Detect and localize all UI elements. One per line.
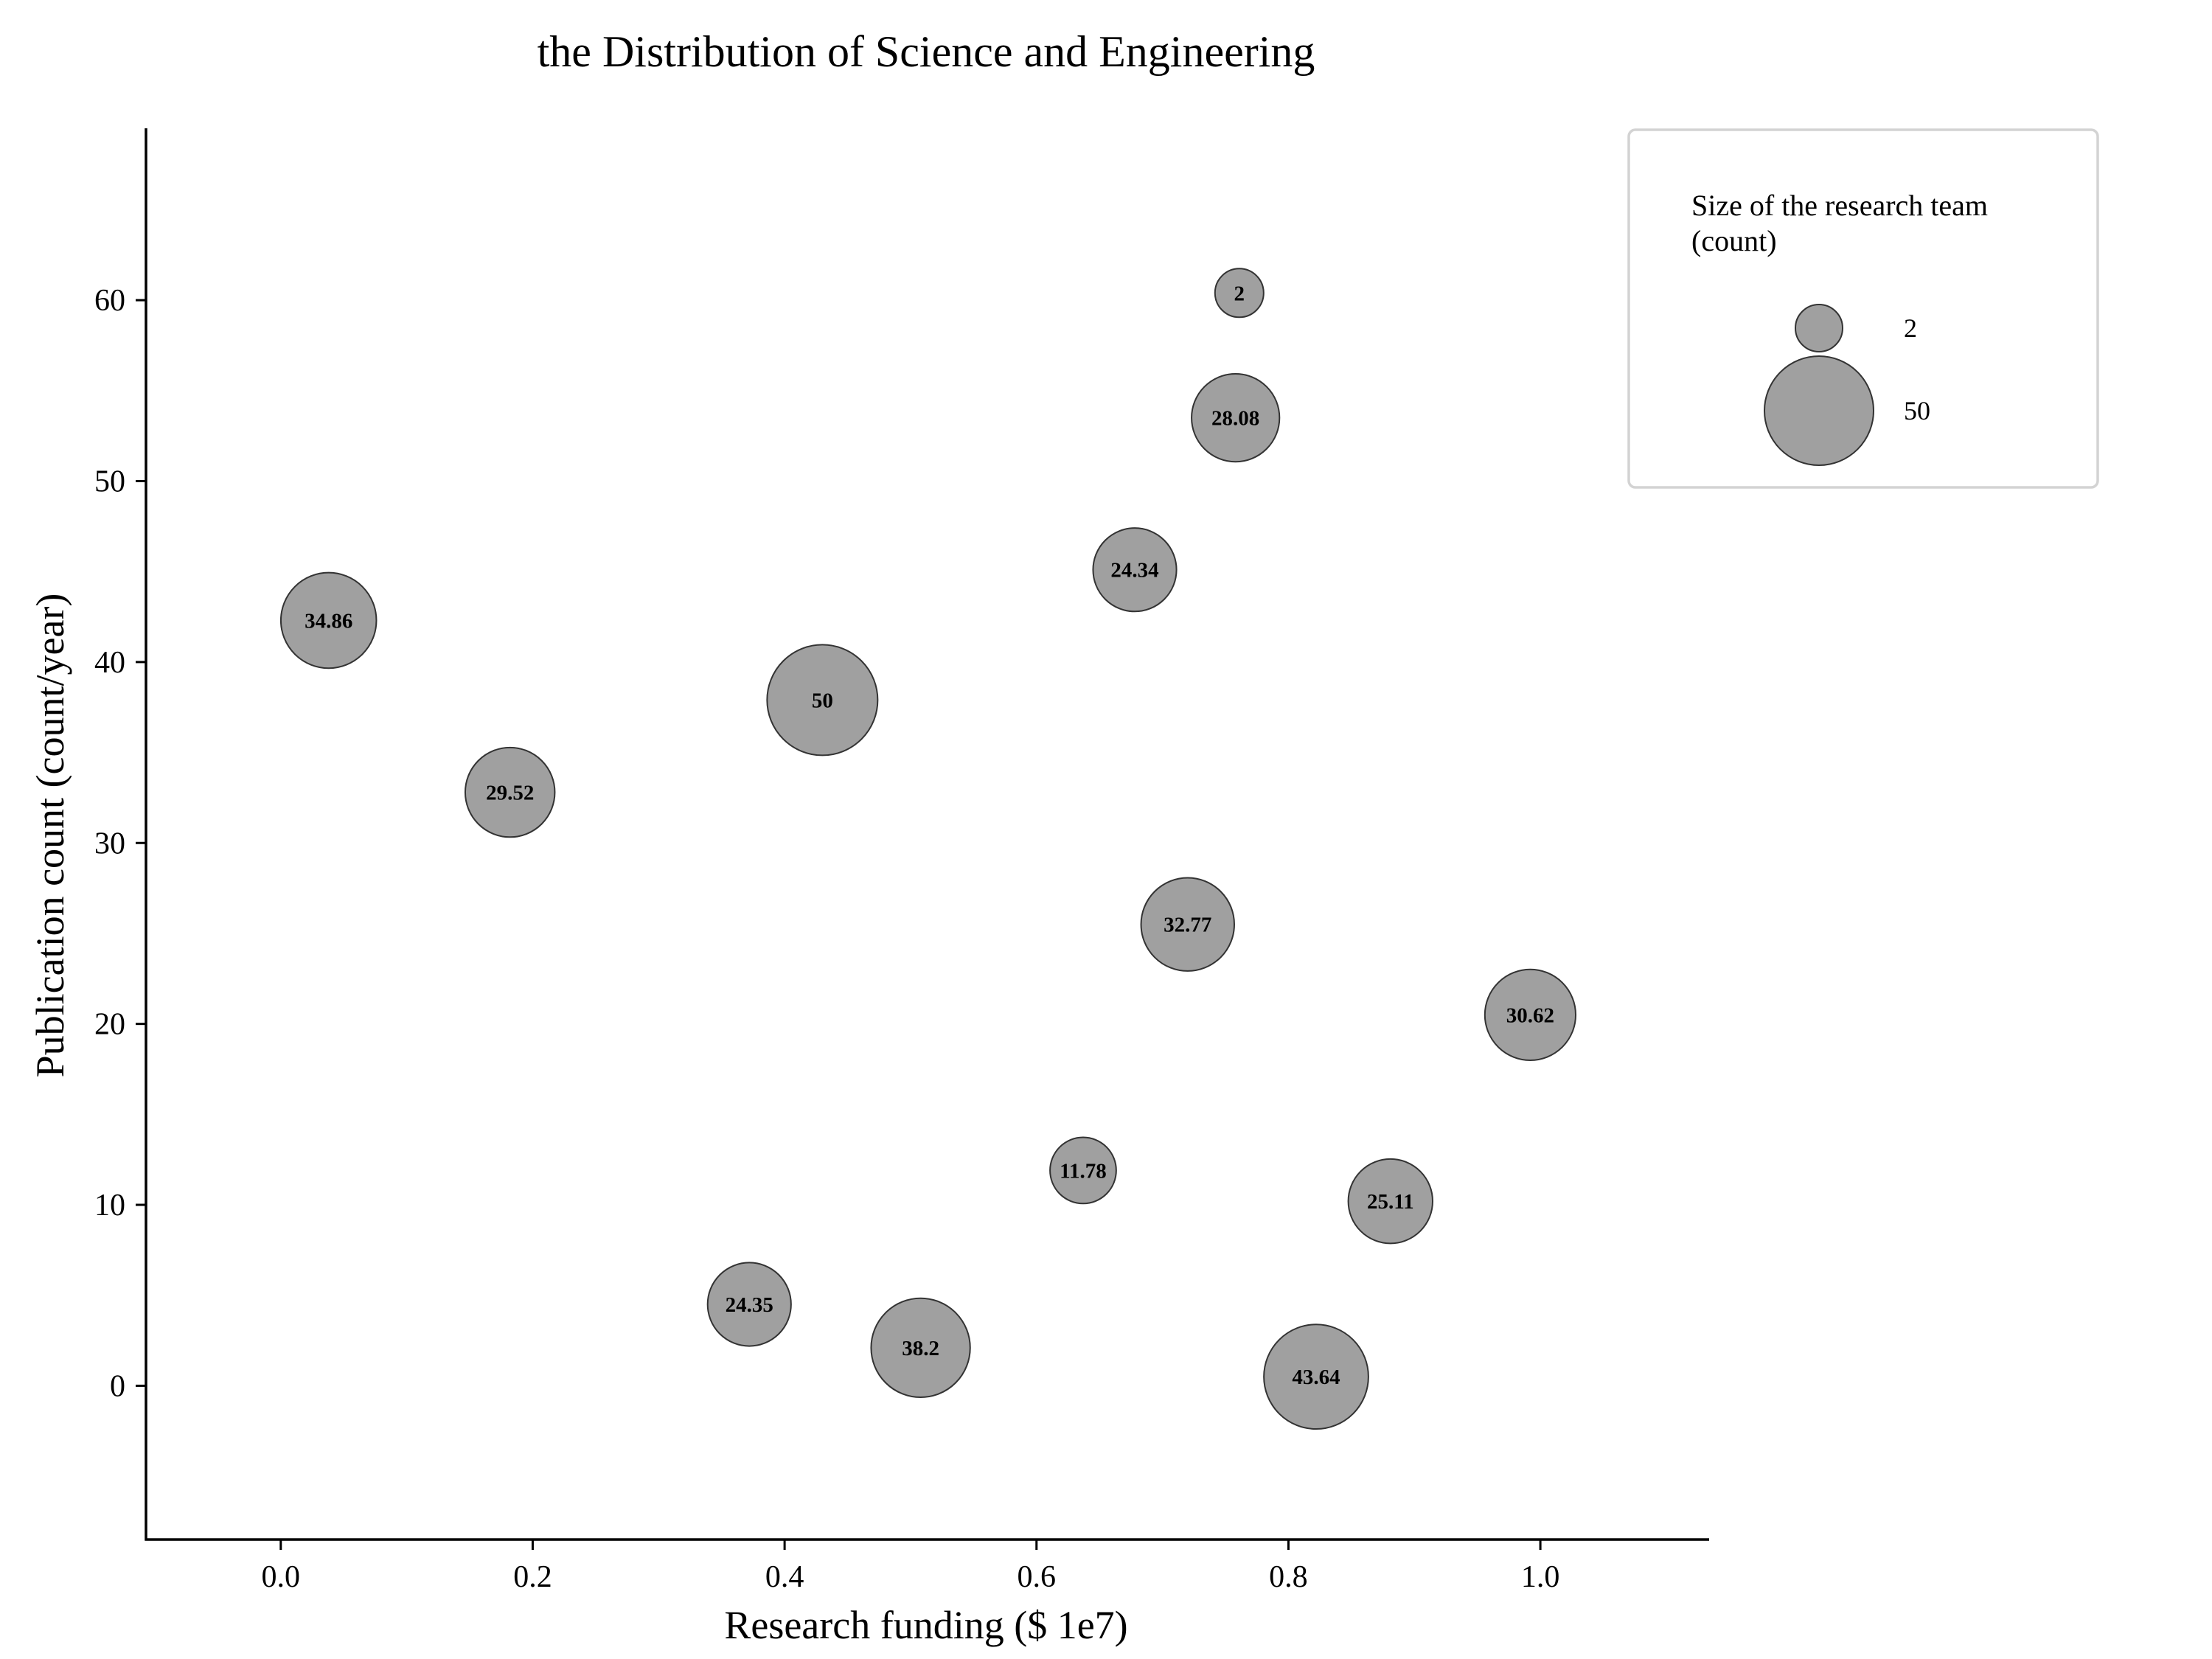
bubble: 11.78 (1049, 1136, 1117, 1205)
y-axis-ticks: 0 10 20 30 40 50 60 (94, 284, 146, 1403)
bubble-circle (1214, 268, 1265, 319)
x-axis-ticks: 0.0 0.2 0.4 0.6 0.8 1.0 (262, 1540, 1560, 1594)
bubble: 34.86 (279, 571, 378, 669)
bubble-label: 11.78 (1060, 1159, 1107, 1183)
bubble-circle (1049, 1136, 1117, 1205)
bubble-label: 25.11 (1367, 1190, 1414, 1214)
axes (145, 128, 1709, 1541)
bubble: 24.35 (706, 1262, 792, 1347)
legend-box (1627, 128, 2099, 489)
legend-label: 2 (1904, 313, 1917, 343)
bubble: 2 (1214, 268, 1265, 319)
bubbles-layer: 34.86 29.52 24.35 50 38.2 11.78 24.34 32.77 28.0… (279, 268, 1577, 1430)
legend: Size of the research team (count) 2 50 (1627, 128, 2099, 489)
legend-entry: 50 (1764, 355, 1930, 466)
bubble-label: 24.34 (1110, 559, 1158, 582)
legend-entry: 2 (1795, 304, 1917, 352)
legend-title: Size of the research team (count) (1691, 189, 1988, 257)
bubble-label: 38.2 (902, 1337, 939, 1360)
bubble-circle (706, 1262, 792, 1347)
y-tick-label: 40 (94, 646, 125, 680)
bubble-label: 43.64 (1292, 1366, 1340, 1389)
y-tick-label: 20 (94, 1008, 125, 1042)
bubble: 38.2 (870, 1297, 971, 1399)
bubble-circle (464, 746, 556, 838)
bubble: 25.11 (1347, 1158, 1434, 1245)
bubble-label: 30.62 (1506, 1004, 1554, 1027)
legend-marker (1795, 304, 1843, 352)
bubble-label: 29.52 (486, 782, 534, 805)
y-tick-label: 30 (94, 827, 125, 860)
x-tick-label: 0.6 (1018, 1560, 1057, 1594)
bubble: 43.64 (1263, 1324, 1369, 1430)
x-axis-label: Research funding ($ 1e7) (724, 1603, 1127, 1647)
bubble: 29.52 (464, 746, 556, 838)
chart-title: the Distribution of Science and Engineer… (538, 27, 1315, 76)
y-tick-label: 60 (94, 284, 125, 318)
y-tick-label: 10 (94, 1189, 125, 1222)
bubble-circle (1140, 877, 1235, 972)
bubble-label: 2 (1234, 282, 1245, 305)
bubble-circle (1347, 1158, 1434, 1245)
bubble-circle (1263, 1324, 1369, 1430)
bubble: 30.62 (1484, 968, 1577, 1061)
x-tick-label: 0.8 (1269, 1560, 1308, 1594)
legend-label: 50 (1904, 396, 1930, 425)
y-tick-label: 50 (94, 465, 125, 499)
x-tick-label: 0.2 (513, 1560, 552, 1594)
bubble: 24.34 (1092, 527, 1178, 613)
legend-marker (1764, 355, 1874, 466)
y-axis-label: Publication count (count/year) (28, 594, 72, 1078)
bubble-circle (766, 644, 879, 757)
bubble-label: 34.86 (305, 609, 352, 633)
bubble-circle (1191, 373, 1281, 463)
x-tick-label: 0.0 (262, 1560, 301, 1594)
bubble: 28.08 (1191, 373, 1281, 463)
y-tick-label: 0 (110, 1369, 125, 1403)
bubble-label: 28.08 (1211, 407, 1259, 431)
bubble-circle (1484, 968, 1577, 1061)
bubble-circle (870, 1297, 971, 1399)
legend-entries: 2 50 (1764, 304, 1930, 466)
bubble-circle (1092, 527, 1178, 613)
bubble: 32.77 (1140, 877, 1235, 972)
bubble-label: 50 (812, 689, 833, 712)
x-tick-label: 1.0 (1521, 1560, 1560, 1594)
bubble-label: 24.35 (726, 1293, 773, 1317)
bubble-circle (279, 571, 378, 669)
bubble: 50 (766, 644, 879, 757)
bubble-label: 32.77 (1164, 914, 1211, 937)
x-tick-label: 0.4 (765, 1560, 804, 1594)
